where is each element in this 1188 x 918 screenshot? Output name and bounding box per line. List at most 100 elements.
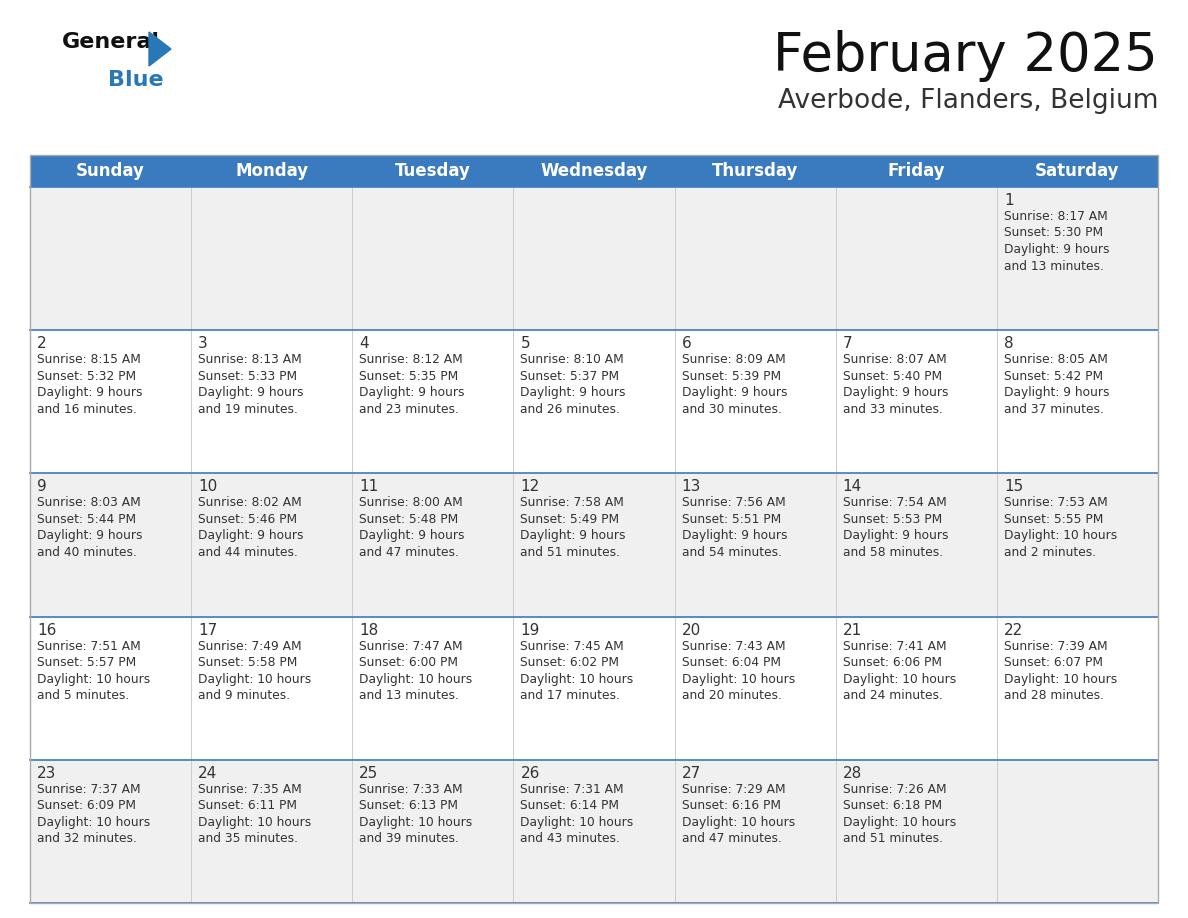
Text: 13: 13 [682, 479, 701, 495]
Text: Thursday: Thursday [712, 162, 798, 180]
Text: Sunset: 5:35 PM: Sunset: 5:35 PM [359, 370, 459, 383]
Text: and 30 minutes.: and 30 minutes. [682, 403, 782, 416]
Text: Daylight: 10 hours: Daylight: 10 hours [520, 673, 633, 686]
Text: Sunset: 5:58 PM: Sunset: 5:58 PM [198, 656, 297, 669]
Text: 18: 18 [359, 622, 379, 638]
Text: 22: 22 [1004, 622, 1023, 638]
Text: Daylight: 9 hours: Daylight: 9 hours [198, 386, 304, 399]
Text: Wednesday: Wednesday [541, 162, 647, 180]
Text: 19: 19 [520, 622, 539, 638]
Text: Daylight: 9 hours: Daylight: 9 hours [520, 386, 626, 399]
Text: Sunrise: 7:29 AM: Sunrise: 7:29 AM [682, 783, 785, 796]
Text: Daylight: 9 hours: Daylight: 9 hours [682, 530, 788, 543]
Text: Daylight: 10 hours: Daylight: 10 hours [682, 816, 795, 829]
Text: Daylight: 10 hours: Daylight: 10 hours [1004, 673, 1117, 686]
Text: and 17 minutes.: and 17 minutes. [520, 689, 620, 702]
Text: Saturday: Saturday [1035, 162, 1119, 180]
Text: Sunset: 5:32 PM: Sunset: 5:32 PM [37, 370, 137, 383]
Text: Daylight: 9 hours: Daylight: 9 hours [198, 530, 304, 543]
Text: Daylight: 10 hours: Daylight: 10 hours [520, 816, 633, 829]
Text: 12: 12 [520, 479, 539, 495]
Text: Sunset: 5:51 PM: Sunset: 5:51 PM [682, 513, 781, 526]
Text: and 37 minutes.: and 37 minutes. [1004, 403, 1104, 416]
Text: Sunrise: 7:35 AM: Sunrise: 7:35 AM [198, 783, 302, 796]
Text: and 47 minutes.: and 47 minutes. [359, 546, 459, 559]
Text: Sunset: 5:48 PM: Sunset: 5:48 PM [359, 513, 459, 526]
Text: Daylight: 10 hours: Daylight: 10 hours [37, 673, 150, 686]
Text: Daylight: 9 hours: Daylight: 9 hours [37, 386, 143, 399]
Text: Sunset: 6:11 PM: Sunset: 6:11 PM [198, 800, 297, 812]
Text: Daylight: 10 hours: Daylight: 10 hours [842, 816, 956, 829]
Text: Sunrise: 8:17 AM: Sunrise: 8:17 AM [1004, 210, 1107, 223]
Text: 25: 25 [359, 766, 379, 781]
Text: and 26 minutes.: and 26 minutes. [520, 403, 620, 416]
Text: Sunday: Sunday [76, 162, 145, 180]
Text: Sunset: 6:04 PM: Sunset: 6:04 PM [682, 656, 781, 669]
Bar [30, 474, 1158, 617]
Text: and 33 minutes.: and 33 minutes. [842, 403, 942, 416]
Text: Sunset: 6:00 PM: Sunset: 6:00 PM [359, 656, 459, 669]
Text: Daylight: 10 hours: Daylight: 10 hours [359, 816, 473, 829]
Text: and 5 minutes.: and 5 minutes. [37, 689, 129, 702]
Text: Daylight: 9 hours: Daylight: 9 hours [842, 386, 948, 399]
Text: Daylight: 9 hours: Daylight: 9 hours [359, 386, 465, 399]
Text: Daylight: 9 hours: Daylight: 9 hours [682, 386, 788, 399]
Text: 14: 14 [842, 479, 862, 495]
Text: 6: 6 [682, 336, 691, 352]
Bar [30, 617, 1158, 760]
Text: and 51 minutes.: and 51 minutes. [842, 833, 943, 845]
Text: Sunrise: 7:31 AM: Sunrise: 7:31 AM [520, 783, 624, 796]
Bar [30, 155, 1158, 903]
Text: and 58 minutes.: and 58 minutes. [842, 546, 943, 559]
Text: Sunrise: 8:05 AM: Sunrise: 8:05 AM [1004, 353, 1107, 366]
Text: 11: 11 [359, 479, 379, 495]
Text: Daylight: 10 hours: Daylight: 10 hours [359, 673, 473, 686]
Text: 20: 20 [682, 622, 701, 638]
Text: Sunrise: 8:02 AM: Sunrise: 8:02 AM [198, 497, 302, 509]
Text: Sunset: 6:16 PM: Sunset: 6:16 PM [682, 800, 781, 812]
Text: Daylight: 10 hours: Daylight: 10 hours [198, 816, 311, 829]
Text: 15: 15 [1004, 479, 1023, 495]
Text: Sunrise: 7:49 AM: Sunrise: 7:49 AM [198, 640, 302, 653]
Text: Sunrise: 7:41 AM: Sunrise: 7:41 AM [842, 640, 947, 653]
Text: and 20 minutes.: and 20 minutes. [682, 689, 782, 702]
Text: 7: 7 [842, 336, 852, 352]
Text: Sunset: 5:33 PM: Sunset: 5:33 PM [198, 370, 297, 383]
Text: and 24 minutes.: and 24 minutes. [842, 689, 942, 702]
Text: Sunrise: 7:37 AM: Sunrise: 7:37 AM [37, 783, 140, 796]
Text: 24: 24 [198, 766, 217, 781]
Text: Friday: Friday [887, 162, 946, 180]
Text: and 39 minutes.: and 39 minutes. [359, 833, 459, 845]
Text: Sunrise: 8:09 AM: Sunrise: 8:09 AM [682, 353, 785, 366]
Text: and 44 minutes.: and 44 minutes. [198, 546, 298, 559]
Text: 23: 23 [37, 766, 56, 781]
Polygon shape [148, 32, 171, 66]
Bar [30, 330, 1158, 474]
Text: 26: 26 [520, 766, 539, 781]
Text: Sunset: 5:30 PM: Sunset: 5:30 PM [1004, 227, 1102, 240]
Text: and 19 minutes.: and 19 minutes. [198, 403, 298, 416]
Text: Sunset: 5:37 PM: Sunset: 5:37 PM [520, 370, 620, 383]
Text: Daylight: 10 hours: Daylight: 10 hours [682, 673, 795, 686]
Text: and 9 minutes.: and 9 minutes. [198, 689, 290, 702]
Text: Averbode, Flanders, Belgium: Averbode, Flanders, Belgium [777, 88, 1158, 114]
Text: Sunrise: 7:58 AM: Sunrise: 7:58 AM [520, 497, 625, 509]
Text: General: General [62, 32, 160, 52]
Text: Blue: Blue [108, 70, 164, 90]
Text: 27: 27 [682, 766, 701, 781]
Text: Sunrise: 7:54 AM: Sunrise: 7:54 AM [842, 497, 947, 509]
Text: Daylight: 9 hours: Daylight: 9 hours [842, 530, 948, 543]
Text: Sunrise: 8:00 AM: Sunrise: 8:00 AM [359, 497, 463, 509]
Text: Daylight: 9 hours: Daylight: 9 hours [520, 530, 626, 543]
Text: 2: 2 [37, 336, 46, 352]
Text: Sunrise: 7:56 AM: Sunrise: 7:56 AM [682, 497, 785, 509]
Text: 10: 10 [198, 479, 217, 495]
Text: Daylight: 9 hours: Daylight: 9 hours [1004, 243, 1110, 256]
Bar [30, 187, 1158, 330]
Text: Sunset: 5:46 PM: Sunset: 5:46 PM [198, 513, 297, 526]
Text: 4: 4 [359, 336, 369, 352]
Text: and 43 minutes.: and 43 minutes. [520, 833, 620, 845]
Text: Sunrise: 8:03 AM: Sunrise: 8:03 AM [37, 497, 140, 509]
Text: and 13 minutes.: and 13 minutes. [1004, 260, 1104, 273]
Text: 5: 5 [520, 336, 530, 352]
